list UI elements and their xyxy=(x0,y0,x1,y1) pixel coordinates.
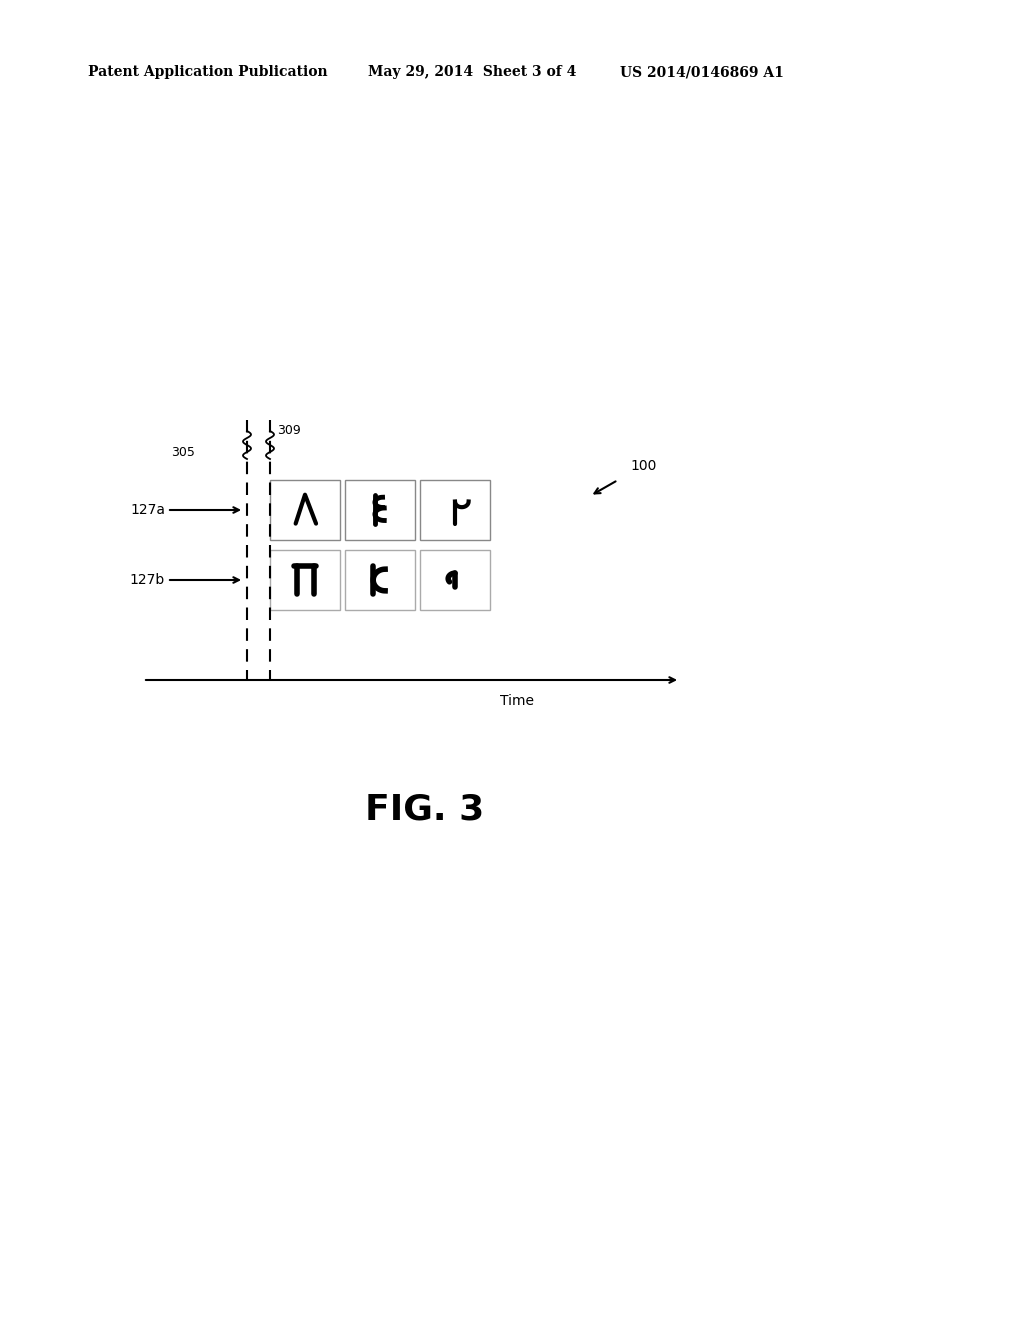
Text: FIG. 3: FIG. 3 xyxy=(366,793,484,828)
Text: Patent Application Publication: Patent Application Publication xyxy=(88,65,328,79)
Text: 305: 305 xyxy=(171,446,195,459)
Text: 100: 100 xyxy=(630,459,656,473)
Text: US 2014/0146869 A1: US 2014/0146869 A1 xyxy=(620,65,784,79)
Bar xyxy=(345,550,415,610)
Bar xyxy=(270,550,340,610)
Bar xyxy=(420,480,490,540)
Text: May 29, 2014  Sheet 3 of 4: May 29, 2014 Sheet 3 of 4 xyxy=(368,65,577,79)
Text: Time: Time xyxy=(500,694,534,708)
Bar xyxy=(345,480,415,540)
Bar xyxy=(420,550,490,610)
Text: 309: 309 xyxy=(278,424,301,437)
Text: 127b: 127b xyxy=(130,573,165,587)
Text: 127a: 127a xyxy=(130,503,165,517)
Bar xyxy=(270,480,340,540)
